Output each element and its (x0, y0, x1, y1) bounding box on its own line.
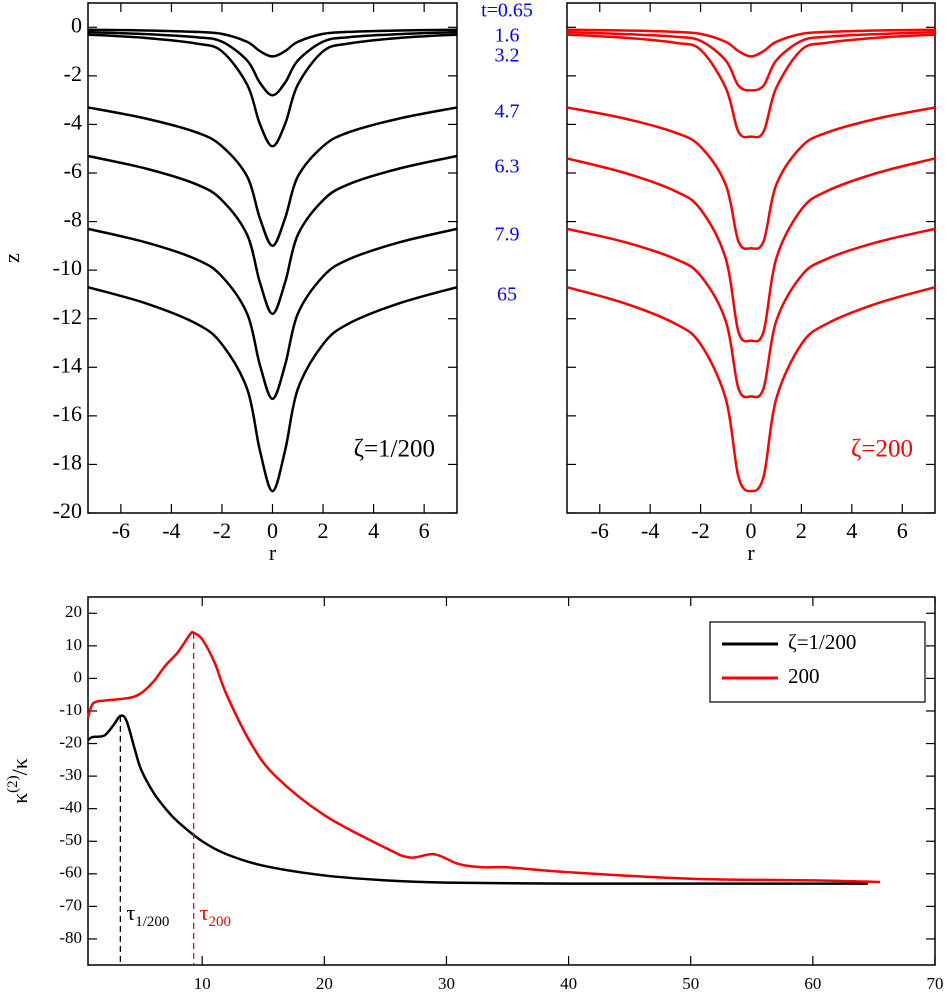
series-line (87, 714, 868, 885)
y-tick-label: -30 (59, 765, 82, 784)
y-axis-label: κ(2)/κ (5, 758, 32, 804)
time-label: 65 (497, 284, 517, 306)
y-tick-label: -80 (59, 928, 82, 947)
time-label: 7.9 (495, 224, 520, 246)
x-tick-label: 60 (804, 974, 821, 993)
y-tick-label: -40 (59, 798, 82, 817)
x-axis-label: r (747, 540, 755, 565)
y-tick-label: -12 (53, 304, 82, 329)
x-tick-label: 30 (438, 974, 455, 993)
series-line (566, 33, 936, 139)
y-tick-label: -50 (59, 830, 82, 849)
x-tick-label: -6 (112, 518, 130, 543)
series-line (566, 157, 936, 343)
y-tick-label: -60 (59, 863, 82, 882)
series-line (87, 106, 458, 248)
y-tick-label: -20 (59, 732, 82, 751)
y-axis-label: z (0, 253, 24, 263)
series-line (566, 28, 936, 58)
y-axis-label-base: κ (7, 793, 32, 804)
tau-subscript: 200 (208, 914, 231, 930)
series-line (566, 227, 936, 399)
series-line (566, 30, 936, 92)
x-tick-label: 40 (560, 974, 577, 993)
panel-label: ζ=200 (851, 436, 913, 463)
tau-symbol: τ (200, 900, 209, 925)
y-axis-label-sup: (2) (5, 775, 21, 793)
y-tick-label: -2 (64, 61, 82, 86)
series-line (87, 227, 458, 401)
y-axis-label-rest: /κ (7, 758, 32, 775)
y-tick-label: -16 (53, 401, 82, 426)
x-tick-label: 6 (419, 518, 430, 543)
time-label: 6.3 (495, 156, 520, 178)
panel-label: ζ=1/200 (354, 436, 435, 463)
x-tick-label: 4 (846, 518, 857, 543)
series-line (87, 285, 458, 493)
y-tick-label: -70 (59, 895, 82, 914)
x-tick-label: 2 (318, 518, 329, 543)
y-tick-label: 0 (74, 667, 83, 686)
x-tick-label: 20 (316, 974, 333, 993)
y-tick-label: -6 (64, 158, 82, 183)
legend-label: 200 (788, 664, 820, 688)
x-tick-label: 4 (368, 518, 379, 543)
x-axis-label: t (508, 992, 514, 995)
x-tick-label: 50 (682, 974, 699, 993)
series-line (566, 285, 936, 493)
y-tick-label: 0 (71, 12, 82, 37)
x-axis-label: r (269, 540, 277, 565)
tau-symbol: τ (126, 900, 135, 925)
y-tick-label: -4 (64, 109, 82, 134)
series-line (87, 154, 458, 316)
x-tick-label: -4 (641, 518, 659, 543)
time-label: 1.6 (495, 25, 520, 47)
y-tick-label: -10 (53, 255, 82, 280)
x-tick-label: -2 (691, 518, 709, 543)
x-tick-label: 0 (267, 518, 278, 543)
y-tick-label: -8 (64, 207, 82, 232)
y-tick-label: -10 (59, 700, 82, 719)
x-tick-label: 70 (927, 974, 944, 993)
x-tick-label: -2 (213, 518, 231, 543)
x-tick-label: 0 (746, 518, 757, 543)
tau-label: τ200 (200, 900, 231, 930)
tau-label: τ1/200 (126, 900, 169, 930)
y-tick-label: -18 (53, 449, 82, 474)
time-label: 4.7 (495, 101, 520, 123)
series-line (566, 106, 936, 251)
x-tick-label: -4 (162, 518, 180, 543)
y-tick-label: -20 (53, 498, 82, 523)
series-line (87, 28, 458, 58)
y-tick-label: 20 (65, 602, 82, 621)
series-line (87, 30, 458, 97)
tau-subscript: 1/200 (135, 914, 169, 930)
series-line (86, 630, 881, 884)
x-tick-label: 10 (194, 974, 211, 993)
y-tick-label: -14 (53, 352, 82, 377)
time-label: t=0.65 (481, 0, 533, 22)
x-tick-label: 6 (897, 518, 908, 543)
x-tick-label: 2 (796, 518, 807, 543)
time-label: 3.2 (495, 45, 520, 67)
plot-frame (87, 596, 936, 966)
x-tick-label: -6 (591, 518, 609, 543)
legend-label: ζ=1/200 (788, 630, 856, 654)
legend-box (709, 621, 926, 703)
y-tick-label: 10 (65, 635, 82, 654)
series-line (87, 33, 458, 148)
